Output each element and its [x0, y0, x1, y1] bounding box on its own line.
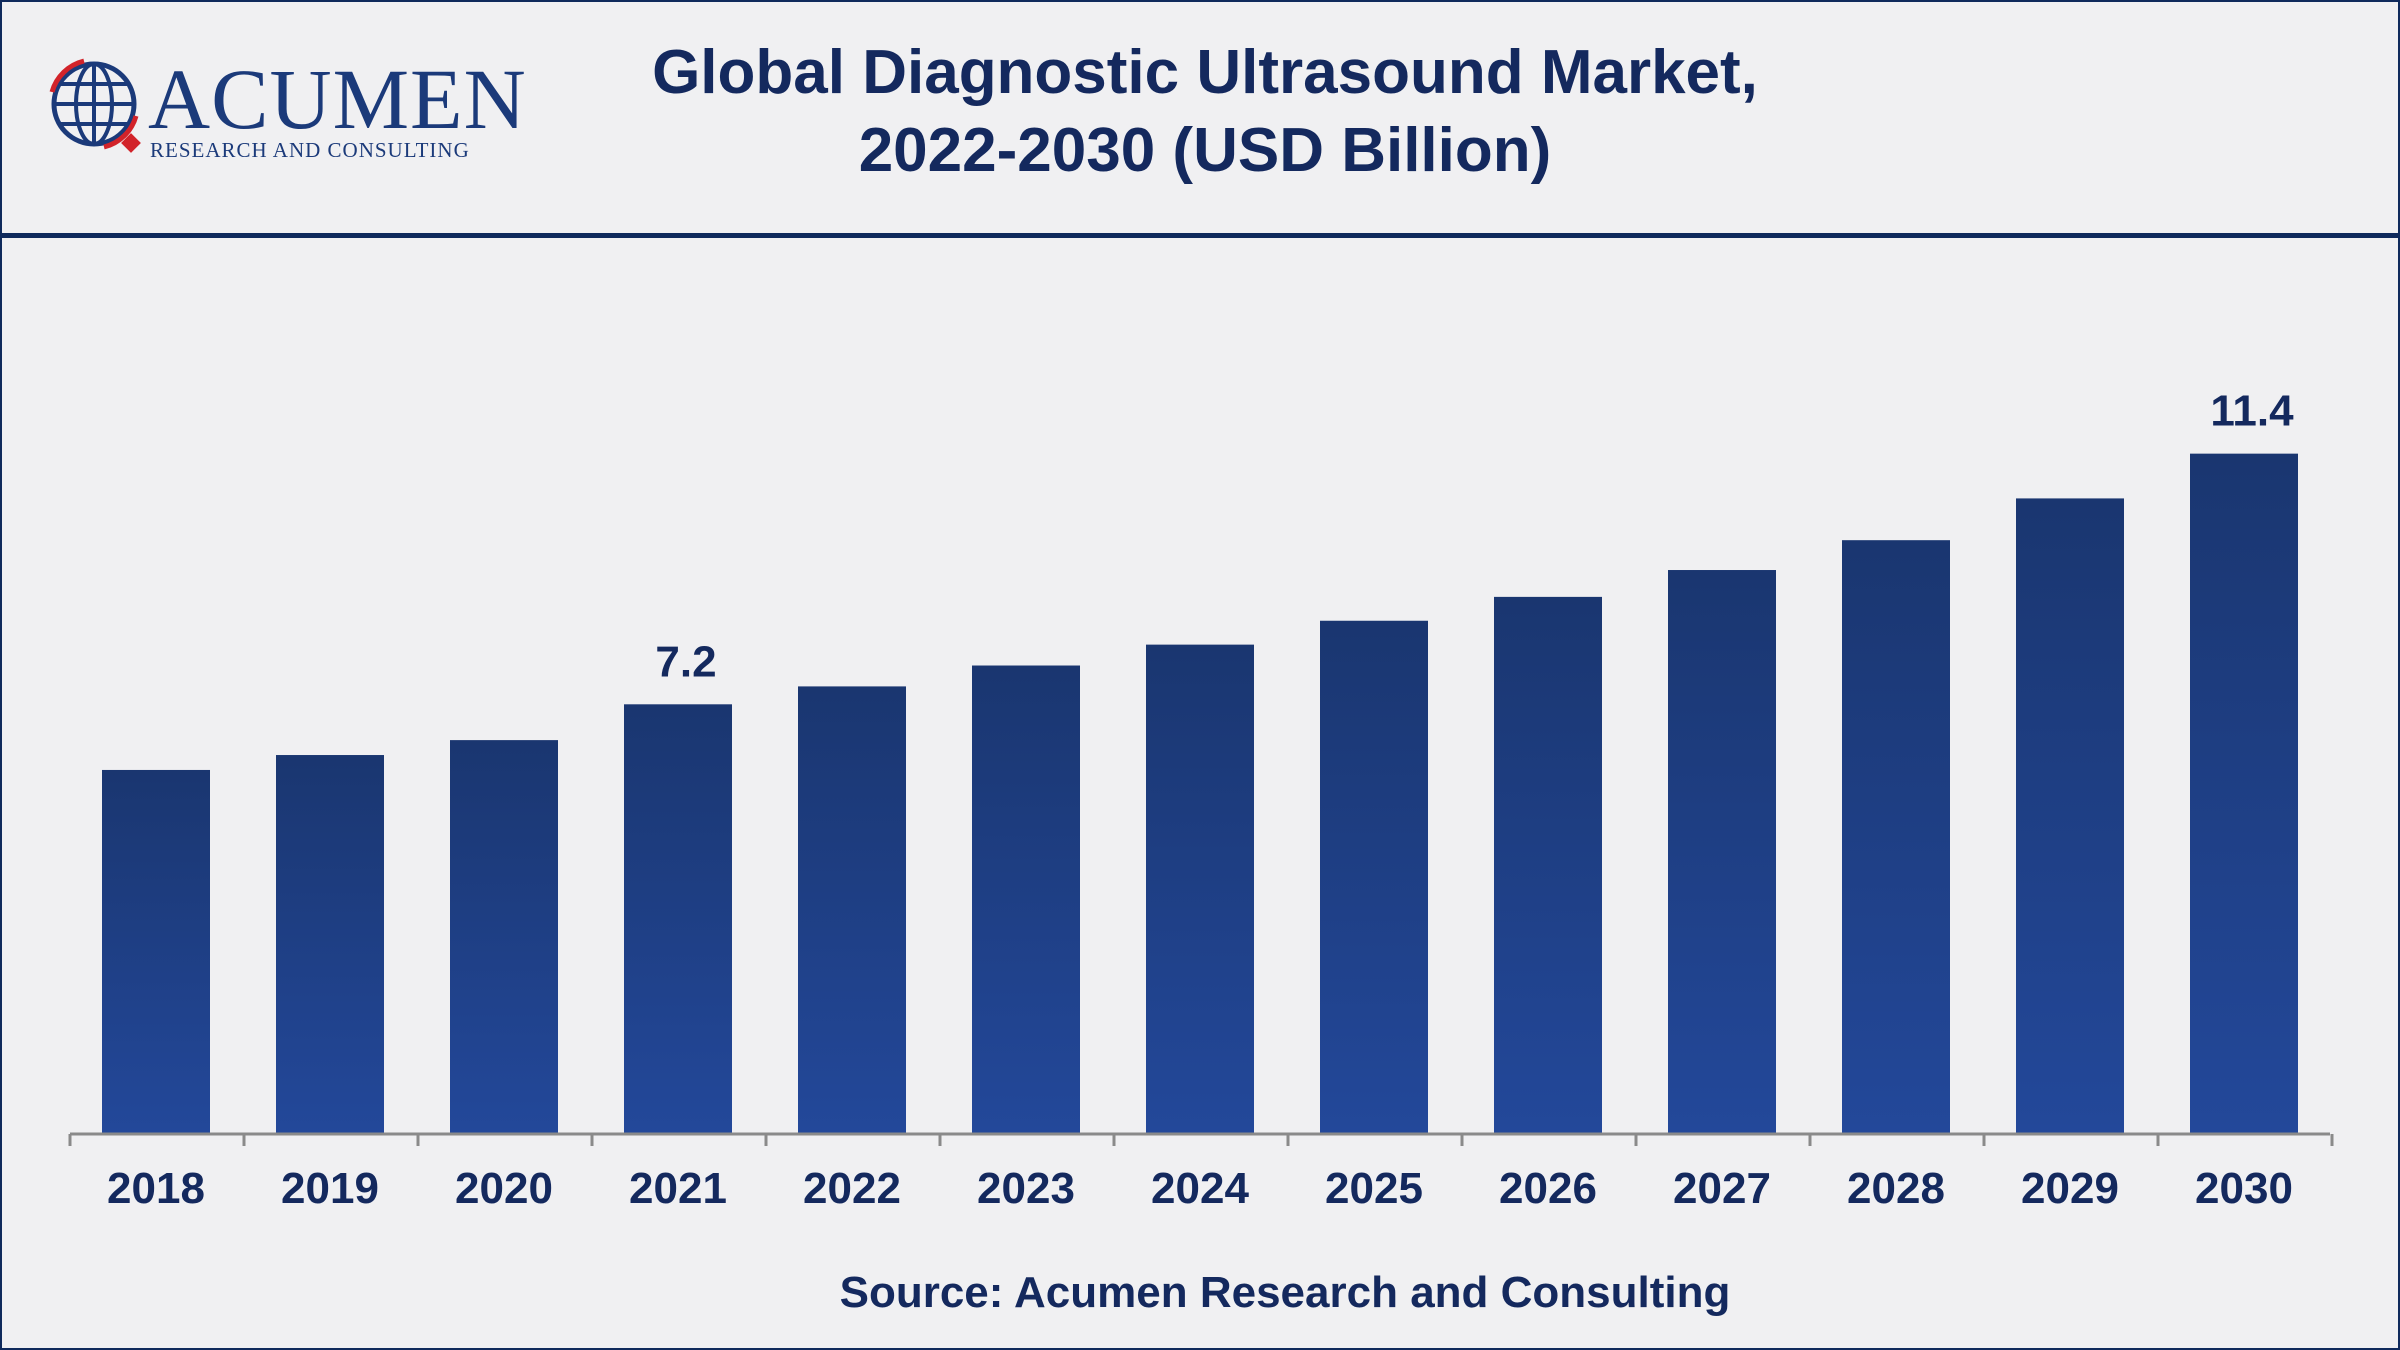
- logo-name: ACUMEN: [148, 51, 527, 147]
- x-tick-label-2027: 2027: [1673, 1164, 1771, 1213]
- logo: ACUMEN RESEARCH AND CONSULTING: [44, 50, 526, 170]
- data-label-2021: 7.2: [655, 637, 716, 686]
- bar-2023: [972, 665, 1080, 1134]
- x-tick-label-2023: 2023: [977, 1164, 1075, 1213]
- bar-2024: [1146, 644, 1254, 1134]
- x-tick-label-2018: 2018: [107, 1164, 205, 1213]
- x-tick-label-2028: 2028: [1847, 1164, 1945, 1213]
- x-tick-label-2020: 2020: [455, 1164, 553, 1213]
- bar-2028: [1842, 540, 1950, 1134]
- data-label-2030: 11.4: [2210, 387, 2294, 436]
- header-divider: [0, 233, 2400, 238]
- chart-title: Global Diagnostic Ultrasound Market, 202…: [500, 34, 1910, 190]
- bar-2018: [102, 769, 210, 1134]
- x-tick-label-2026: 2026: [1499, 1164, 1597, 1213]
- chart-title-line2: 2022-2030 (USD Billion): [858, 116, 1552, 185]
- bar-2030: [2190, 453, 2298, 1134]
- bar-2027: [1668, 570, 1776, 1134]
- x-tick-label-2019: 2019: [281, 1164, 379, 1213]
- x-tick-label-2022: 2022: [803, 1164, 901, 1213]
- x-tick-label-2029: 2029: [2021, 1164, 2119, 1213]
- source-note: Source: Acumen Research and Consulting: [839, 1268, 1731, 1317]
- x-tick-label-2021: 2021: [629, 1164, 727, 1213]
- bar-2025: [1320, 620, 1428, 1134]
- x-tick-label-2025: 2025: [1325, 1164, 1423, 1213]
- x-tick-label-2024: 2024: [1151, 1164, 1249, 1213]
- chart-title-line1: Global Diagnostic Ultrasound Market,: [652, 38, 1758, 107]
- bar-2029: [2016, 498, 2124, 1135]
- header: ACUMEN RESEARCH AND CONSULTING Global Di…: [0, 0, 2400, 236]
- bar-2026: [1494, 596, 1602, 1134]
- globe-icon: [49, 58, 141, 153]
- bar-2019: [276, 755, 384, 1134]
- bar-2020: [450, 740, 558, 1134]
- bar-2021: [624, 704, 732, 1134]
- x-tick-label-2030: 2030: [2195, 1164, 2293, 1213]
- bar-2022: [798, 686, 906, 1134]
- logo-tagline: RESEARCH AND CONSULTING: [150, 138, 470, 162]
